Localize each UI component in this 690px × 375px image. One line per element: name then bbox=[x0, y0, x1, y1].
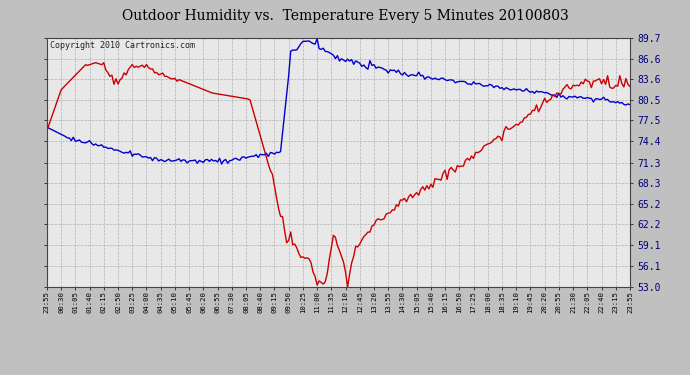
Text: Copyright 2010 Cartronics.com: Copyright 2010 Cartronics.com bbox=[50, 41, 195, 50]
Text: Outdoor Humidity vs.  Temperature Every 5 Minutes 20100803: Outdoor Humidity vs. Temperature Every 5… bbox=[121, 9, 569, 23]
